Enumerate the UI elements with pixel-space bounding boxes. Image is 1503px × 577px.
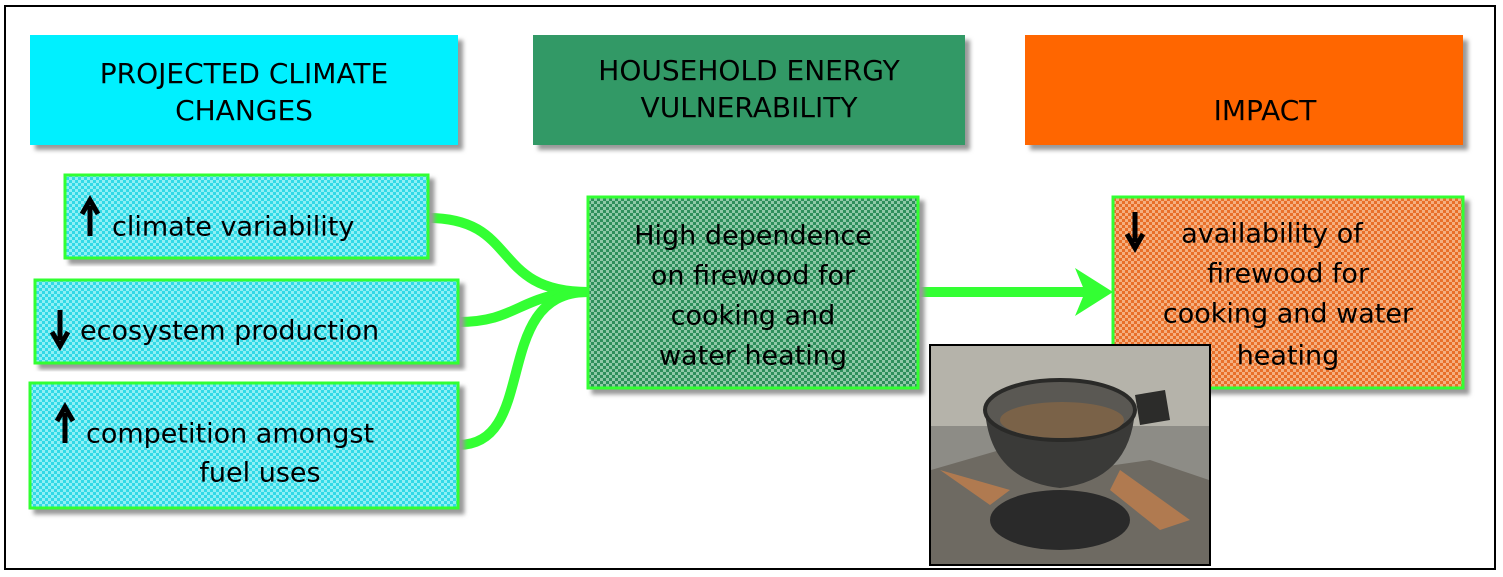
vulnerability-text: cooking and [671, 301, 836, 332]
photo [930, 345, 1210, 565]
diagram: PROJECTED CLIMATE CHANGES HOUSEHOLD ENER… [0, 0, 1503, 577]
impact-text: firewood for [1207, 259, 1370, 290]
driver-text: fuel uses [199, 458, 320, 489]
driver-text: climate variability [112, 212, 354, 243]
header-box [533, 35, 965, 145]
driver-text: competition amongst [86, 419, 374, 450]
header-text: VULNERABILITY [641, 91, 859, 124]
header-box [1025, 35, 1463, 145]
driver-text: ecosystem production [80, 316, 379, 347]
header-box [30, 35, 458, 145]
impact-text: availability of [1181, 219, 1364, 250]
header-text: IMPACT [1214, 94, 1318, 127]
impact-text: cooking and water [1163, 299, 1414, 330]
header-text: PROJECTED CLIMATE [100, 57, 388, 90]
header-text: HOUSEHOLD ENERGY [598, 54, 900, 87]
header-text: CHANGES [175, 94, 313, 127]
vulnerability-text: water heating [659, 341, 847, 372]
impact-text: heating [1237, 341, 1340, 372]
vulnerability-text: on firewood for [651, 261, 856, 292]
vulnerability-text: High dependence [634, 221, 872, 252]
